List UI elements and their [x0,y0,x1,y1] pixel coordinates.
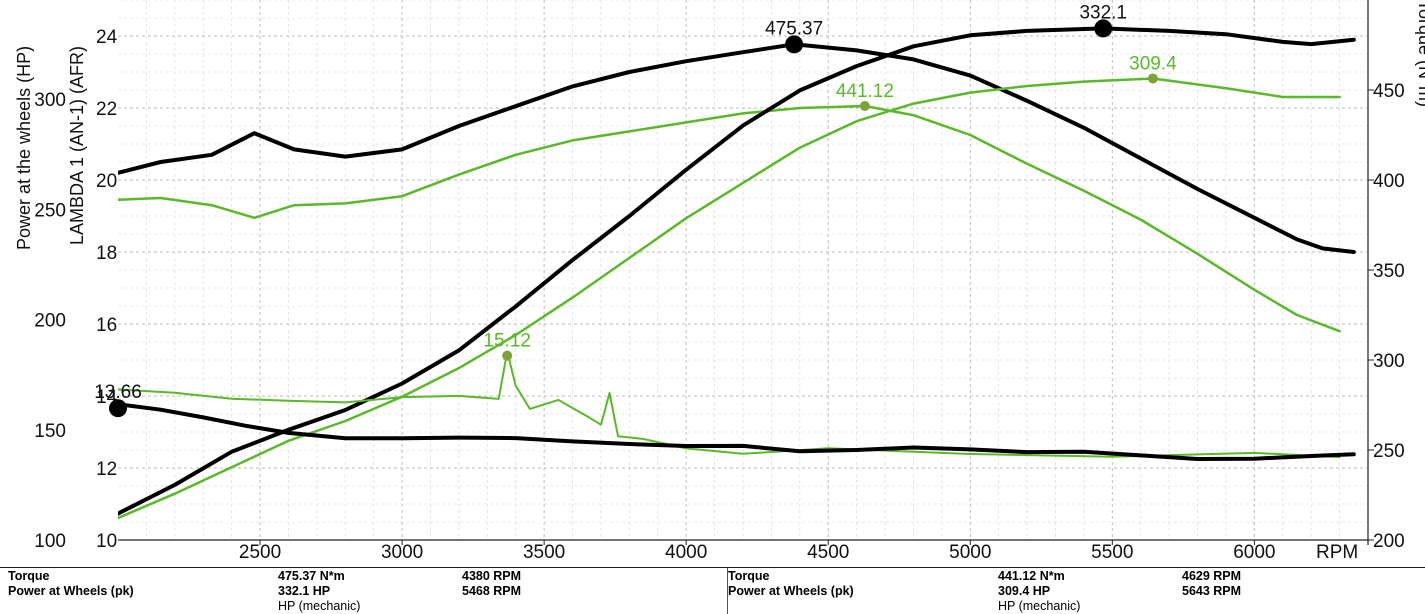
summary-value: 475.37 N*m [278,569,345,583]
hp-tick-label: 250 [34,200,66,221]
dyno-chart: 2500 3000 3500 4000 4500 5000 5500 6000 RPM 100 1… [34,0,1405,563]
summary-panel-right: Torque 441.12 N*m 4629 RPM Power at Whee… [727,568,1425,614]
annotation-label: 475.37 [765,18,823,39]
x-tick-label: 5500 [1091,542,1133,563]
x-tick-label: 6000 [1233,542,1275,563]
series-torque-run1 [118,42,1356,254]
x-tick-label: 3500 [523,542,565,563]
torque-tick-label: 350 [1373,261,1405,282]
annotation-label: 15.12 [483,331,531,352]
summary-table: Torque 475.37 N*m 4380 RPM Power at Whee… [0,567,1425,614]
annotation-marker [1094,19,1113,38]
hp-axis-title: Power at the wheels (HP) [14,45,34,250]
annotation-marker [1147,73,1158,84]
x-tick-label: 5000 [949,542,991,563]
series-torque-run2 [118,104,1341,333]
hp-tick-label: 150 [34,421,66,442]
summary-rpm: 4629 RPM [1182,569,1242,583]
summary-label: Power at Wheels (pk) [728,584,854,598]
hp-tick-label: 200 [34,311,66,332]
summary-panel-left: Torque 475.37 N*m 4380 RPM Power at Whee… [0,568,727,614]
y-tick-labels: 1001502002503001012141618202224200250300… [34,27,1404,552]
annotation-marker [502,350,513,361]
x-tick-label: 4000 [665,542,707,563]
series-hp-run2 [118,77,1341,520]
summary-label: Torque [728,569,770,583]
x-tick-label: 2500 [239,542,281,563]
summary-label: Power at Wheels (pk) [8,584,134,598]
series-afr-run2 [118,350,1341,459]
torque-tick-label: 400 [1373,171,1405,192]
series-afr-run1 [118,402,1356,461]
major-grid [118,0,1368,540]
hp-tick-label: 100 [34,531,66,552]
summary-rpm: 4380 RPM [462,569,522,583]
series-lines [118,26,1356,520]
afr-tick-label: 24 [96,27,118,48]
afr-axis-title: LAMBDA 1 (AN-1) (AFR) [67,45,87,245]
x-tick-label: 3000 [381,542,423,563]
afr-tick-label: 20 [96,171,117,192]
hp-tick-label: 300 [34,90,66,111]
afr-tick-label: 10 [96,531,117,552]
afr-tick-label: 16 [96,315,117,336]
torque-tick-label: 250 [1373,441,1405,462]
afr-tick-label: 22 [96,99,117,120]
x-axis-title: RPM [1316,542,1358,563]
summary-value: 332.1 HP [278,584,331,598]
afr-tick-label: 18 [96,243,117,264]
summary-label: Torque [8,569,50,583]
torque-tick-label: 200 [1373,531,1405,552]
torque-tick-label: 300 [1373,351,1405,372]
summary-note: HP (mechanic) [998,599,1081,613]
annotation-marker [859,100,870,111]
annotation-label: 332.1 [1079,2,1127,23]
annotation-marker [109,399,127,418]
annotation-label: 441.12 [836,81,894,102]
torque-axis-title: Torque (N*m) [1415,0,1425,108]
annotations: 475.37 332.1 13.66 441.12 309.4 15.12 [94,2,1177,418]
summary-value: 309.4 HP [998,584,1051,598]
x-tick-labels: 2500 3000 3500 4000 4500 5000 5500 6000 RPM [239,540,1358,563]
summary-value: 441.12 N*m [998,569,1065,583]
annotation-label: 13.66 [94,382,142,403]
annotation-label: 309.4 [1129,53,1177,74]
summary-rpm: 5643 RPM [1182,584,1242,598]
annotation-marker [785,35,804,54]
afr-tick-label: 12 [96,459,117,480]
x-tick-label: 4500 [807,542,849,563]
torque-tick-label: 450 [1373,81,1405,102]
summary-rpm: 5468 RPM [462,584,522,598]
summary-note: HP (mechanic) [278,599,361,613]
series-hp-run1 [118,26,1356,516]
